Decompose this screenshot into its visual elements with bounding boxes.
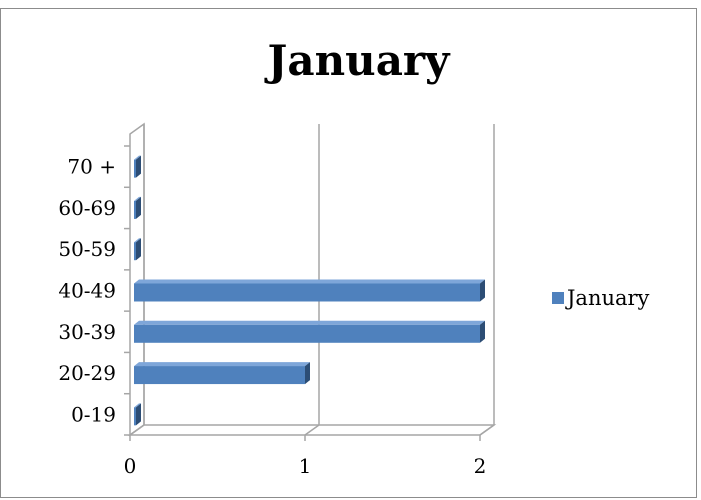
bar-top bbox=[134, 279, 485, 284]
chart-frame bbox=[0, 8, 697, 498]
y-tick-label: 20-29 bbox=[58, 361, 116, 385]
bar bbox=[134, 407, 136, 426]
bar bbox=[134, 366, 305, 385]
y-tick-label: 30-39 bbox=[58, 320, 116, 344]
bar bbox=[134, 324, 480, 343]
bar-end bbox=[480, 320, 485, 343]
bar-end bbox=[480, 279, 485, 302]
bar-top bbox=[134, 403, 141, 408]
y-tick-label: 70 + bbox=[67, 155, 116, 179]
y-tick-label: 0-19 bbox=[71, 402, 116, 426]
y-tick-label: 40-49 bbox=[58, 279, 116, 303]
x-tick-label: 1 bbox=[299, 454, 312, 478]
bar-end bbox=[136, 403, 141, 426]
bar-top bbox=[134, 320, 485, 325]
bar bbox=[134, 200, 136, 219]
y-tick-label: 50-59 bbox=[58, 237, 116, 261]
floor-gridline bbox=[304, 424, 320, 436]
bar-top bbox=[134, 238, 141, 243]
legend-swatch bbox=[552, 292, 564, 304]
y-tick-label: 60-69 bbox=[58, 196, 116, 220]
x-tick-label: 0 bbox=[124, 454, 137, 478]
x-tick-label: 2 bbox=[474, 454, 487, 478]
bar-end bbox=[136, 155, 141, 178]
bar-end bbox=[136, 238, 141, 261]
bar-end bbox=[136, 196, 141, 219]
floor-gridline bbox=[129, 424, 145, 436]
legend-label: January bbox=[567, 286, 650, 310]
legend: January bbox=[552, 286, 649, 310]
chart-title: January bbox=[267, 36, 450, 85]
bar-top bbox=[134, 196, 141, 201]
bar bbox=[134, 159, 136, 178]
bar-top bbox=[134, 155, 141, 160]
bar bbox=[134, 242, 136, 261]
floor-gridline bbox=[479, 424, 495, 436]
bar-top bbox=[134, 362, 310, 367]
bar bbox=[134, 283, 480, 302]
bar-end bbox=[305, 362, 310, 385]
